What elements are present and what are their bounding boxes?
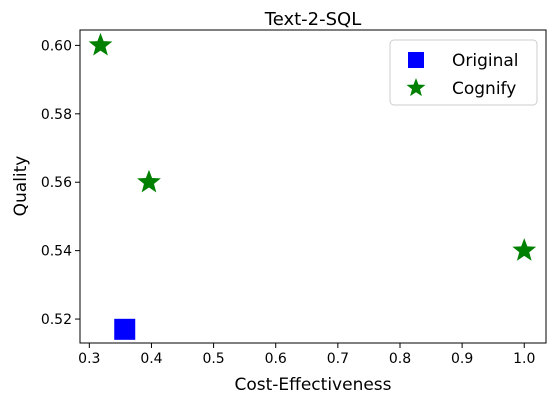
legend-box <box>389 39 538 106</box>
data-points <box>88 32 537 340</box>
original-square-marker <box>114 318 136 340</box>
cognify-star-marker <box>88 32 113 56</box>
cognify-star-marker <box>137 169 161 193</box>
y-tick-label: 0.52 <box>41 312 72 328</box>
legend-label: Original <box>452 51 519 71</box>
y-axis-ticks: 0.52 0.54 0.56 0.58 0.60 <box>41 38 80 328</box>
legend: Original Cognify <box>389 39 538 106</box>
legend-square-icon <box>408 52 424 68</box>
x-tick-label: 0.3 <box>78 351 100 367</box>
x-tick-label: 0.5 <box>202 351 224 367</box>
axes-frame <box>79 29 547 344</box>
legend-label: Cognify <box>452 79 516 99</box>
y-tick-label: 0.58 <box>41 107 72 123</box>
legend-star-icon <box>406 78 426 97</box>
x-tick-label: 0.4 <box>140 351 162 367</box>
y-tick-label: 0.60 <box>41 38 72 54</box>
y-axis-label: Quality <box>11 156 31 217</box>
x-axis-label: Cost-Effectiveness <box>234 375 391 395</box>
y-tick-label: 0.56 <box>41 175 72 191</box>
y-tick-label: 0.54 <box>41 244 72 260</box>
x-tick-label: 0.7 <box>327 351 349 367</box>
plot-area <box>79 29 547 344</box>
cognify-star-marker <box>512 238 537 261</box>
x-tick-label: 0.6 <box>265 351 287 367</box>
chart-title: Text-2-SQL <box>264 9 361 30</box>
x-tick-label: 1.0 <box>513 351 535 367</box>
x-tick-label: 0.8 <box>389 351 411 367</box>
x-axis-ticks: 0.3 0.4 0.5 0.6 0.7 0.8 0.9 1.0 <box>78 343 535 367</box>
x-tick-label: 0.9 <box>451 351 473 367</box>
